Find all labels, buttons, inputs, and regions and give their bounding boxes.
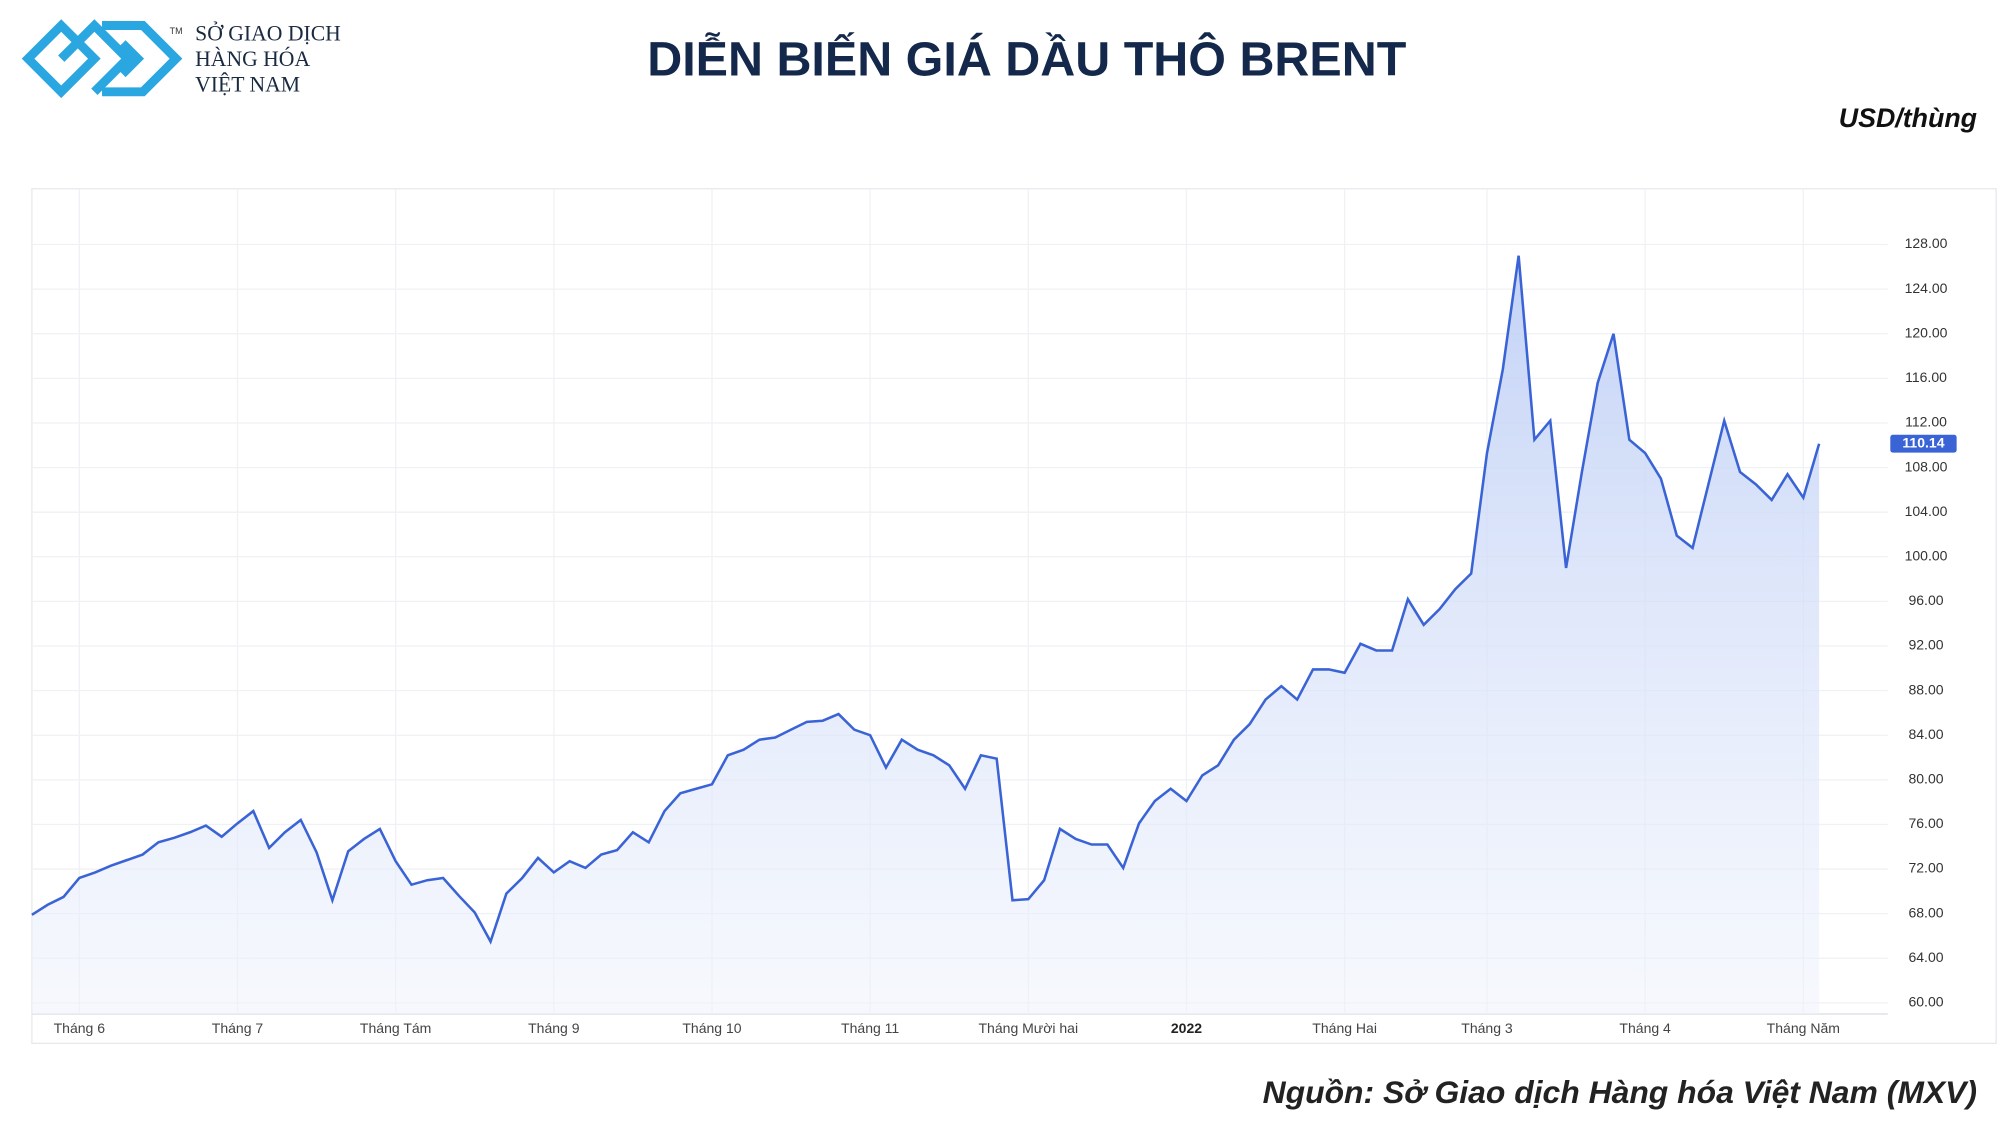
- y-tick-label: 120.00: [1905, 324, 1948, 340]
- logo: [21, 19, 183, 99]
- x-tick-label: Tháng 9: [528, 1020, 580, 1036]
- y-tick-label: 108.00: [1905, 458, 1948, 474]
- x-tick-label: 2022: [1171, 1020, 1202, 1036]
- x-tick-label: Tháng Mười hai: [979, 1020, 1079, 1036]
- source: Nguồn: Sở Giao dịch Hàng hóa Việt Nam (M…: [1263, 1074, 1977, 1110]
- chart-frame: [31, 188, 1997, 1045]
- y-tick-label: 96.00: [1908, 592, 1943, 608]
- y-tick-label: 92.00: [1908, 637, 1943, 653]
- x-tick-label: Tháng Hai: [1312, 1020, 1377, 1036]
- logo-text: VIỆT NAM: [195, 73, 300, 97]
- x-tick-label: Tháng 3: [1461, 1020, 1513, 1036]
- x-tick-label: Tháng 6: [54, 1020, 106, 1036]
- y-tick-label: 64.00: [1908, 949, 1943, 965]
- logo-tm: TM: [170, 26, 183, 36]
- last-value-label: 110.14: [1902, 434, 1944, 450]
- y-tick-label: 116.00: [1905, 369, 1947, 385]
- x-tick-label: Tháng 10: [682, 1020, 741, 1036]
- logo-text: HÀNG HÓA: [195, 47, 310, 71]
- x-tick-label: Tháng 7: [212, 1020, 264, 1036]
- y-tick-label: 80.00: [1908, 771, 1943, 787]
- y-tick-label: 128.00: [1905, 235, 1948, 251]
- y-tick-label: 84.00: [1908, 726, 1943, 742]
- x-tick-label: Tháng 4: [1619, 1020, 1671, 1036]
- last-value-badge: [1890, 434, 1957, 453]
- x-tick-label: Tháng Năm: [1767, 1020, 1840, 1036]
- area: [31, 255, 1820, 1015]
- chart-title: DIỄN BIẾN GIÁ DẦU THÔ BRENT: [647, 31, 1407, 86]
- y-tick-label: 76.00: [1908, 815, 1943, 831]
- y-tick-label: 60.00: [1908, 994, 1943, 1010]
- line: [31, 255, 1821, 945]
- y-tick-label: 100.00: [1905, 547, 1948, 563]
- logo-text: SỞ GIAO DỊCH: [195, 22, 341, 46]
- y-tick-label: 104.00: [1905, 503, 1948, 519]
- y-tick-label: 124.00: [1905, 280, 1948, 296]
- y-tick-label: 68.00: [1908, 904, 1943, 920]
- y-tick-label: 112.00: [1905, 414, 1947, 430]
- x-tick-label: Tháng Tám: [360, 1020, 431, 1036]
- unit-label: USD/thùng: [1839, 103, 1977, 133]
- x-tick-label: Tháng 11: [841, 1020, 899, 1036]
- y-tick-label: 72.00: [1908, 860, 1943, 876]
- y-tick-label: 88.00: [1908, 681, 1943, 697]
